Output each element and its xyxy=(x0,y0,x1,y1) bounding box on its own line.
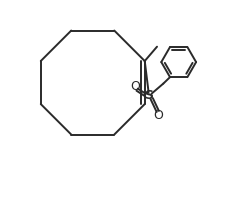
Text: O: O xyxy=(153,109,162,122)
Text: S: S xyxy=(144,89,153,102)
Text: O: O xyxy=(129,80,139,93)
